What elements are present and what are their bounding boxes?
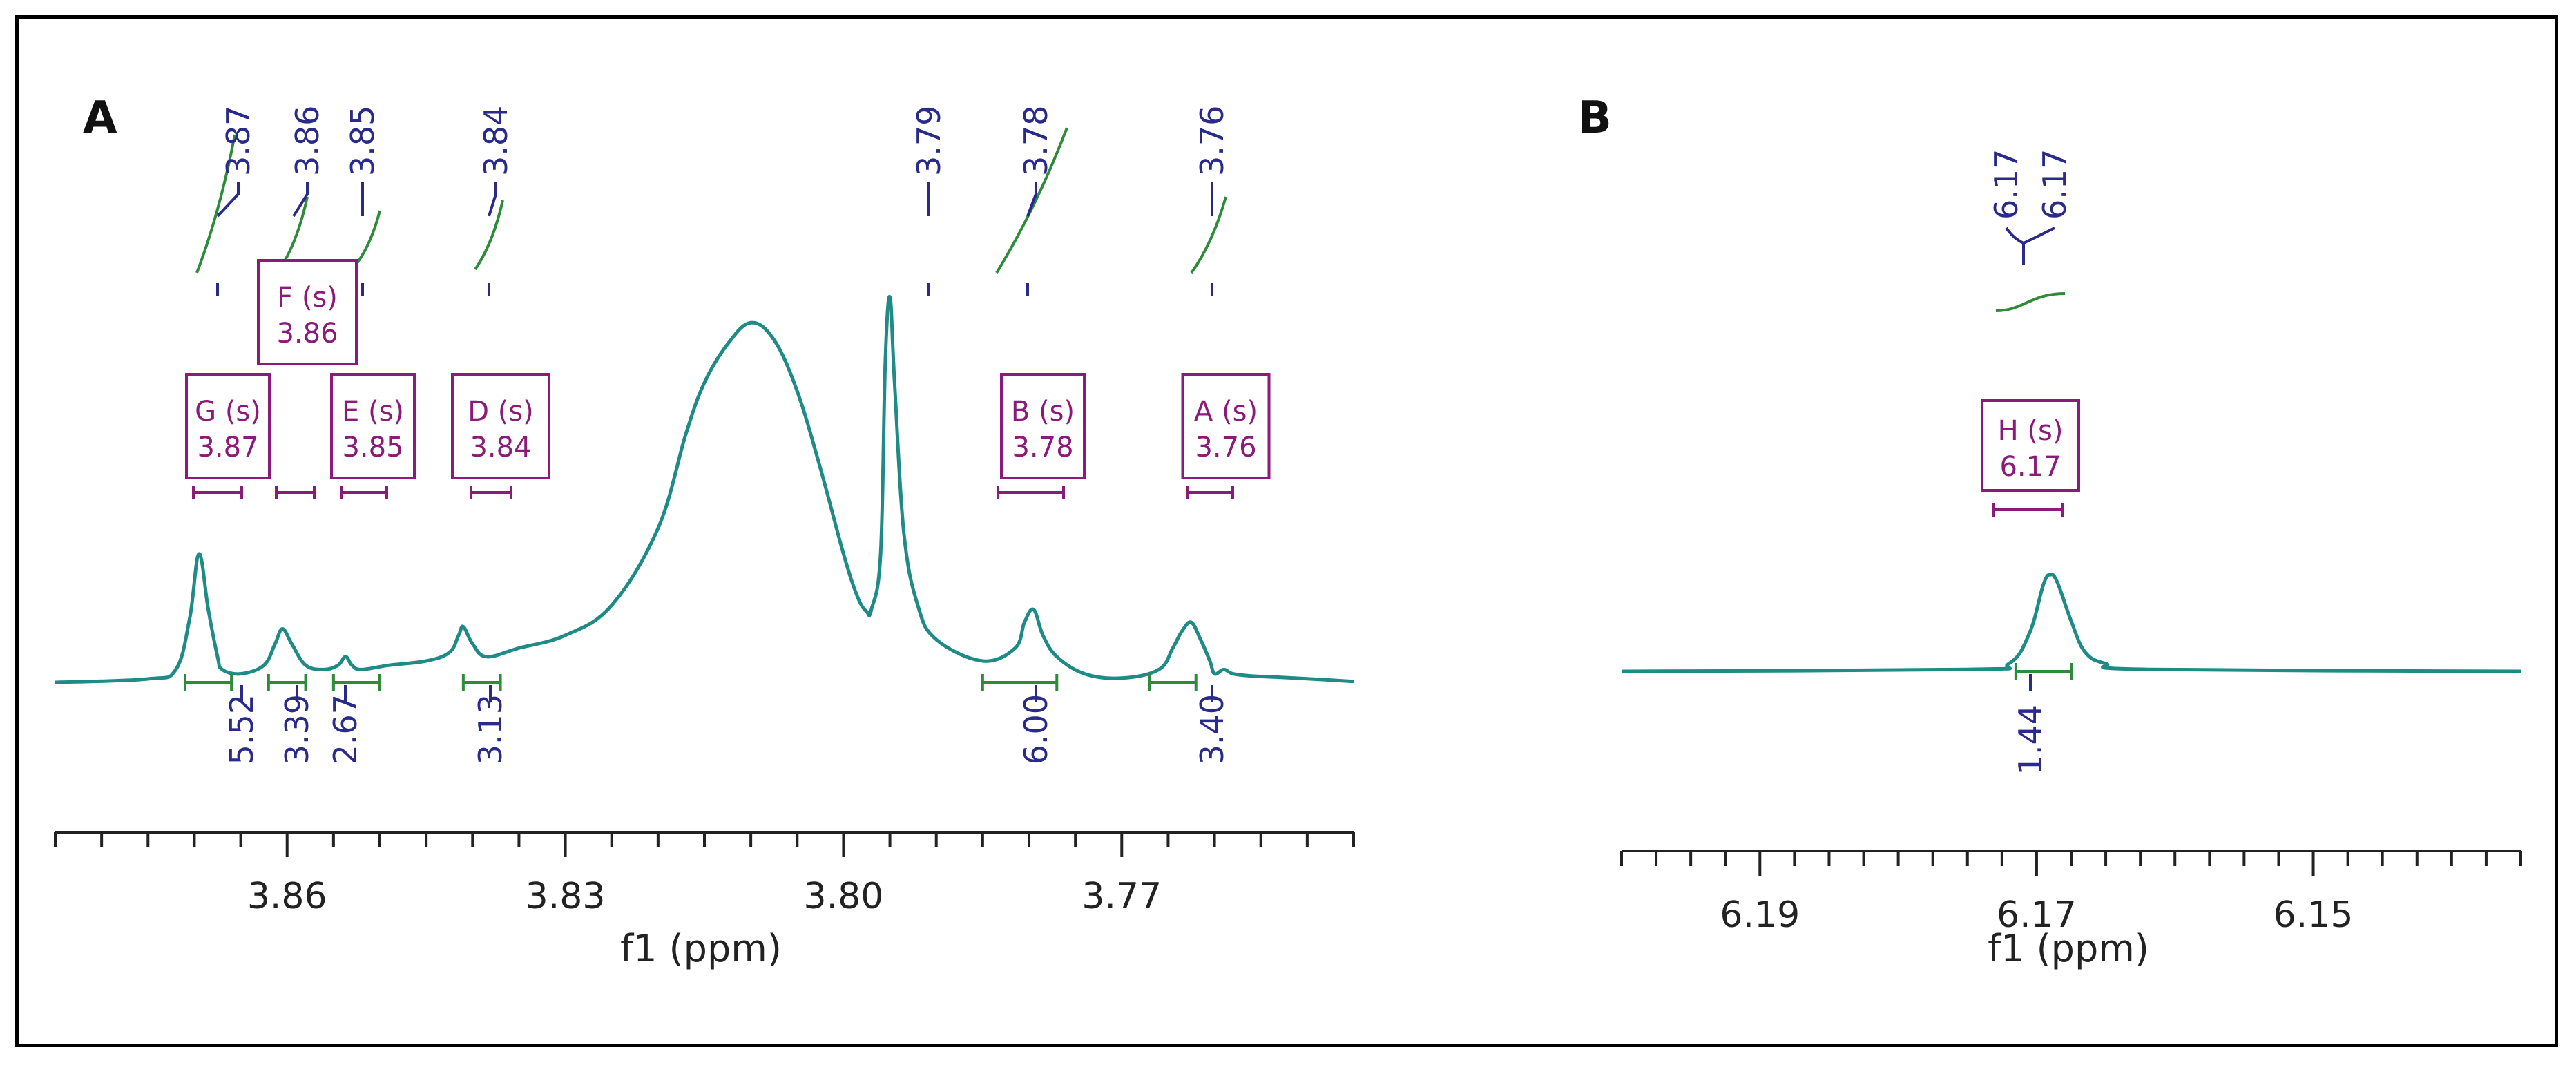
multiplet-shift: 3.86	[276, 318, 338, 349]
multiplet-name: A (s)	[1194, 396, 1258, 428]
multiplet-box	[330, 373, 416, 479]
peak-connector	[216, 182, 240, 218]
panel-b-peak-markers: 6.17 6.17	[1988, 149, 2073, 265]
panel-b-x-axis: 6.19 6.17 6.15	[1620, 850, 2522, 936]
x-tick-label: 6.15	[2274, 894, 2354, 936]
integral-curve	[1190, 196, 1227, 274]
peak-connector	[488, 182, 497, 217]
multiplet-shift: 6.17	[1999, 451, 2061, 483]
integral-bracket	[331, 674, 381, 691]
multiplet-box	[451, 373, 550, 479]
figure-frame	[15, 15, 2558, 1047]
multiplet-name: B (s)	[1011, 396, 1075, 428]
multiplet-range-bracket	[275, 486, 316, 499]
panel-b-spectrum	[1621, 573, 2521, 673]
multiplet-shift: 3.76	[1195, 432, 1256, 463]
x-tick-label: 6.17	[1997, 894, 2077, 936]
peak-label: 3.84	[477, 106, 515, 176]
integral-label: 1.44	[2012, 704, 2049, 775]
integral-bracket	[1148, 674, 1198, 691]
x-tick-label: 6.19	[1720, 894, 1800, 936]
peak-label: 3.86	[289, 106, 326, 176]
peak-connector	[1026, 182, 1037, 217]
panel-a-integral-curves	[195, 127, 1227, 274]
panel-b-multiplet-boxes: H (s) 6.17	[1981, 399, 2080, 517]
integral-bracket	[2014, 663, 2073, 680]
integral-label: 2.67	[327, 694, 364, 765]
panel-a-x-axis-title: f1 (ppm)	[620, 927, 782, 970]
panel-a-spectrum	[55, 294, 1354, 684]
integral-bracket	[184, 674, 233, 691]
peak-connector	[2005, 227, 2055, 254]
peak-label: 3.76	[1193, 106, 1231, 176]
spectrum-line-a	[55, 294, 1354, 684]
integral-label: 5.52	[223, 694, 260, 765]
multiplet-shift: 3.87	[197, 432, 258, 463]
multiplet-range-bracket	[340, 486, 388, 499]
panel-a-multiplet-boxes: G (s) 3.87 F (s) 3.86 E (s) 3.85 D (s) 3.84 B (s…	[185, 259, 1271, 499]
multiplet-name: G (s)	[195, 396, 261, 428]
x-tick-label: 3.86	[247, 876, 327, 917]
multiplet-shift: 3.84	[470, 432, 531, 463]
multiplet-name: F (s)	[277, 282, 338, 314]
panel-b: B 6.17 6.17 H (s) 6.17 1.44 6.19 6.17 6.15 f…	[1578, 93, 2522, 970]
integral-bracket	[981, 674, 1059, 691]
integral-curve	[278, 196, 309, 271]
integral-label: 6.00	[1017, 694, 1055, 765]
multiplet-name: H (s)	[1998, 415, 2064, 447]
integral-label: 3.13	[472, 694, 509, 765]
panel-b-integrals: 1.44	[2012, 663, 2073, 775]
multiplet-box	[185, 373, 271, 479]
x-tick-label: 3.77	[1082, 876, 1162, 917]
multiplet-shift: 3.85	[342, 432, 403, 463]
x-tick-label: 3.83	[526, 876, 606, 917]
peak-label: 3.79	[910, 106, 948, 176]
multiplet-name: E (s)	[342, 396, 404, 428]
panel-a-x-axis: 3.86 3.83 3.80 3.77	[54, 831, 1355, 917]
panel-a: A 3.87 3.86 3.85 3.84 3.79 3.78 3.76 G (s) 3.87…	[54, 93, 1355, 970]
panel-a-label: A	[83, 93, 117, 144]
integral-label: 3.40	[1193, 694, 1231, 765]
panel-b-label: B	[1578, 93, 1612, 144]
multiplet-range-bracket	[1992, 503, 2064, 517]
multiplet-range-bracket	[470, 486, 512, 499]
x-tick-label: 3.80	[804, 876, 884, 917]
panel-b-integral-curves	[1995, 292, 2066, 312]
multiplet-box	[1000, 373, 1086, 479]
multiplet-range-bracket	[1186, 486, 1234, 499]
integral-curve	[474, 200, 504, 271]
peak-label: 3.85	[344, 106, 381, 176]
peak-label: 3.87	[220, 106, 257, 176]
integral-curve	[995, 127, 1068, 274]
multiplet-box	[1981, 399, 2080, 492]
peak-connector	[292, 182, 309, 218]
integral-bracket	[267, 674, 307, 691]
multiplet-box	[257, 259, 358, 365]
multiplet-name: D (s)	[468, 396, 534, 428]
peak-label: 6.17	[2036, 149, 2073, 220]
peak-label: 6.17	[1988, 149, 2025, 220]
integral-bracket	[461, 674, 502, 691]
multiplet-shift: 3.78	[1012, 432, 1073, 463]
panel-a-integrals: 5.52 3.39 2.67 3.13 6.00 3.40	[184, 674, 1231, 765]
peak-label: 3.78	[1017, 106, 1055, 176]
panel-a-peak-markers: 3.87 3.86 3.85 3.84 3.79 3.78 3.76	[216, 106, 1231, 296]
multiplet-box	[1181, 373, 1271, 479]
panel-b-x-axis-title: f1 (ppm)	[1988, 927, 2149, 970]
multiplet-range-bracket	[997, 486, 1065, 499]
spectrum-line-b	[1621, 573, 2521, 673]
integral-curve	[195, 134, 236, 274]
integral-curve	[1995, 292, 2066, 312]
integral-label: 3.39	[278, 694, 316, 765]
multiplet-range-bracket	[192, 486, 243, 499]
